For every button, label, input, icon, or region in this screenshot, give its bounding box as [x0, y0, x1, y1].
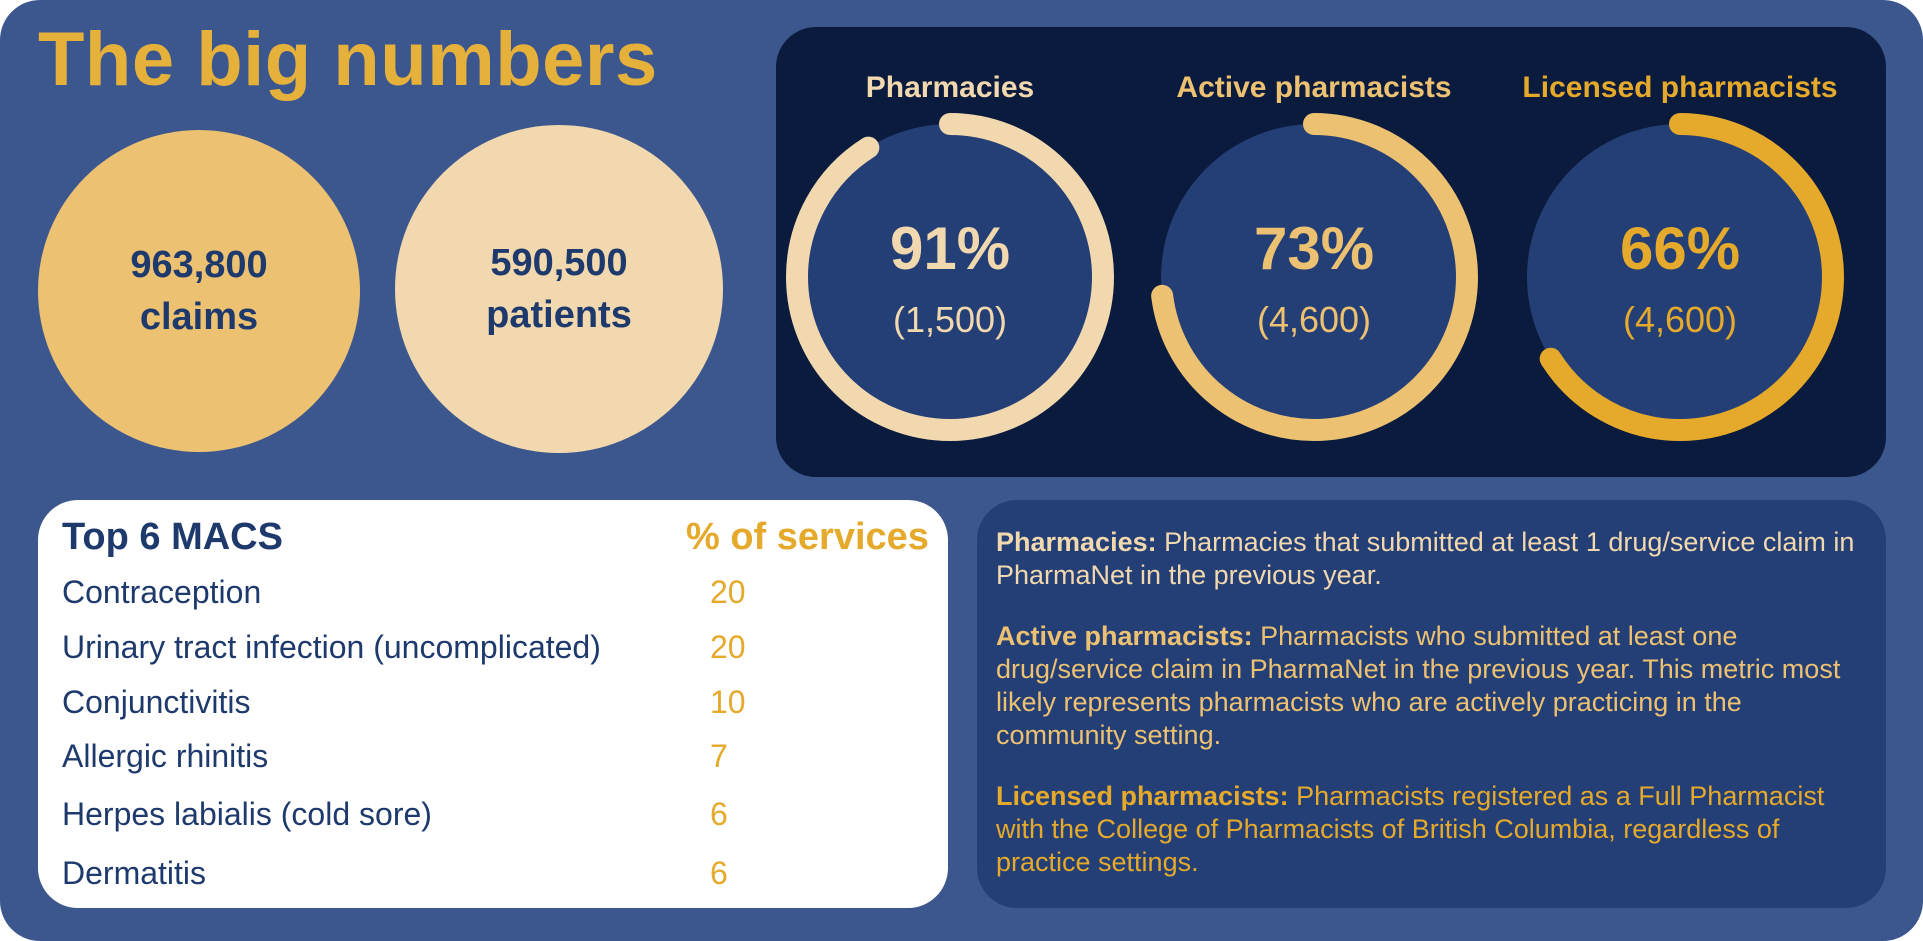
donut-active-pharmacists: Active pharmacists 73% (4,600) — [1144, 27, 1484, 477]
donut-title: Active pharmacists — [1176, 71, 1452, 104]
donut-pharmacies: Pharmacies 91% (1,500) — [780, 27, 1120, 477]
macs-condition: Herpes labialis (cold sore) — [62, 796, 432, 832]
macs-percent: 7 — [710, 738, 728, 774]
donut-arc — [1150, 113, 1478, 441]
claims-value: 963,800 — [130, 244, 268, 286]
donut-ring — [1150, 113, 1478, 441]
macs-heading: Top 6 MACS — [62, 516, 283, 558]
donut-percent: 91% — [889, 215, 1011, 282]
definition-term: Pharmacies: — [996, 527, 1157, 557]
macs-row: Herpes labialis (cold sore) 6 — [62, 796, 922, 836]
macs-condition: Dermatitis — [62, 855, 207, 891]
donut-panel: Pharmacies 91% (1,500) Active pharmacist… — [776, 27, 1886, 477]
macs-condition: Allergic rhinitis — [62, 738, 269, 774]
patients-bubble: 590,500 patients — [395, 125, 723, 453]
donut-count: (1,500) — [892, 299, 1008, 340]
macs-row: Contraception 20 — [62, 574, 922, 614]
macs-table: Top 6 MACS % of services Contraception 2… — [38, 500, 948, 908]
donut-arc — [786, 113, 1114, 441]
macs-row: Conjunctivitis 10 — [62, 684, 922, 724]
definition-term: Active pharmacists: — [996, 621, 1253, 651]
donut-disc — [1527, 124, 1833, 430]
donut-count: (4,600) — [1256, 299, 1372, 340]
macs-condition: Urinary tract infection (uncomplicated) — [62, 629, 601, 665]
definition-term: Licensed pharmacists: — [996, 781, 1289, 811]
donut-count: (4,600) — [1622, 299, 1738, 340]
macs-row: Allergic rhinitis 7 — [62, 738, 922, 778]
donut-title: Pharmacies — [865, 71, 1035, 104]
definition-pharmacies: Pharmacies: Pharmacies that submitted at… — [996, 526, 1876, 592]
definition-licensed-pharmacists: Licensed pharmacists: Pharmacists regist… — [996, 780, 1876, 879]
donut-ring — [1516, 113, 1844, 441]
macs-percent: 10 — [710, 684, 746, 720]
patients-label: patients — [486, 294, 632, 336]
definition-text: Pharmacies that submitted at least 1 dru… — [996, 527, 1855, 590]
donut-title: Licensed pharmacists — [1522, 71, 1838, 104]
definition-text: Pharmacists registered as a Full Pharmac… — [996, 781, 1825, 877]
definitions-panel: Pharmacies: Pharmacies that submitted at… — [977, 500, 1886, 908]
definition-active-pharmacists: Active pharmacists: Pharmacists who subm… — [996, 620, 1876, 752]
patients-value: 590,500 — [490, 242, 628, 284]
macs-percent: 20 — [710, 574, 746, 610]
macs-value-heading: % of services — [686, 516, 929, 558]
claims-bubble: 963,800 claims — [38, 130, 360, 452]
definition-text: Pharmacists who submitted at least one d… — [996, 621, 1841, 750]
donut-disc — [797, 124, 1103, 430]
macs-condition: Conjunctivitis — [62, 684, 251, 720]
macs-percent: 6 — [710, 796, 728, 832]
macs-row: Urinary tract infection (uncomplicated) … — [62, 629, 922, 669]
page-title: The big numbers — [38, 17, 658, 102]
donut-licensed-pharmacists: Licensed pharmacists 66% (4,600) — [1510, 27, 1850, 477]
macs-condition: Contraception — [62, 574, 262, 610]
macs-percent: 6 — [710, 855, 728, 891]
donut-disc — [1161, 124, 1467, 430]
macs-percent: 20 — [710, 629, 746, 665]
donut-ring — [786, 113, 1114, 441]
donut-arc — [1516, 113, 1844, 441]
donut-percent: 66% — [1619, 215, 1741, 282]
claims-label: claims — [139, 296, 259, 338]
donut-percent: 73% — [1253, 215, 1375, 282]
macs-row: Dermatitis 6 — [62, 855, 922, 895]
